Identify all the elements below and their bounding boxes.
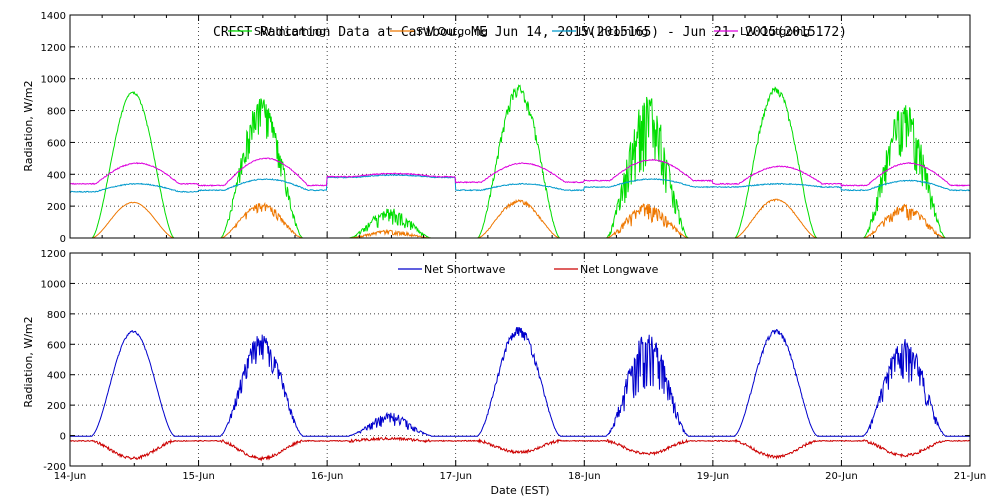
x-tick-label: 15-Jun xyxy=(182,471,215,482)
top-legend: SW Incoming SW Outgoing LW Incoming LW Outg… xyxy=(228,25,810,38)
legend-label: Net Shortwave xyxy=(424,263,506,276)
legend-label: SW Incoming xyxy=(254,25,326,38)
series-line-lw-outgoing xyxy=(70,157,971,188)
x-tick-label: 19-Jun xyxy=(697,471,730,482)
series-line-net-shortwave xyxy=(70,326,970,437)
y-tick-label: 1000 xyxy=(41,279,66,290)
y-tick-label: -200 xyxy=(43,462,66,473)
y-tick-label: 1200 xyxy=(41,43,66,54)
y-tick-label: 800 xyxy=(47,310,66,321)
x-tick-label: 20-Jun xyxy=(825,471,858,482)
bottom-panel: -200 0 200 400 600 800 1000 1200 14-Jun 15-Jun 16… xyxy=(22,249,986,497)
y-tick-label: 0 xyxy=(60,234,66,245)
bottom-x-ticks: 14-Jun 15-Jun 16-Jun 17-Jun 18-Jun 19-Jun 20-J… xyxy=(54,253,987,482)
y-tick-label: 400 xyxy=(47,170,66,181)
top-y-ticks: 0 200 400 600 800 1000 1200 1400 xyxy=(41,11,970,245)
top-panel: 0 200 400 600 800 1000 1200 1400 CREST Radiatio… xyxy=(22,11,971,245)
x-tick-label: 18-Jun xyxy=(568,471,601,482)
top-x-ticks xyxy=(69,15,971,238)
series-line-lw-incoming xyxy=(69,173,971,194)
legend-label: LW Outgoing xyxy=(740,25,810,38)
top-y-axis-label: Radiation, W/m2 xyxy=(22,80,35,171)
bottom-legend: Net Shortwave Net Longwave xyxy=(398,263,659,276)
legend-label: SW Outgoing xyxy=(416,25,488,38)
legend-label: LW Incoming xyxy=(578,25,648,38)
bottom-series-layer xyxy=(69,326,970,462)
y-tick-label: 1400 xyxy=(41,11,66,22)
series-line-net-longwave xyxy=(69,436,970,462)
chart-title: CREST Radiation Data at Caribou, ME Jun … xyxy=(213,25,847,40)
x-axis-label: Date (EST) xyxy=(490,484,549,497)
y-tick-label: 200 xyxy=(47,202,66,213)
y-tick-label: 800 xyxy=(47,107,66,118)
x-tick-label: 16-Jun xyxy=(311,471,344,482)
y-tick-label: 1000 xyxy=(41,75,66,86)
y-tick-label: 600 xyxy=(47,340,66,351)
legend-label: Net Longwave xyxy=(580,263,659,276)
y-tick-label: 1200 xyxy=(41,249,66,260)
y-tick-label: 0 xyxy=(60,432,66,443)
x-tick-label: 14-Jun xyxy=(54,471,87,482)
y-tick-label: 200 xyxy=(47,401,66,412)
y-tick-label: 400 xyxy=(47,371,66,382)
x-tick-label: 21-Jun xyxy=(954,471,987,482)
bottom-y-ticks: -200 0 200 400 600 800 1000 1200 xyxy=(41,249,970,473)
bottom-y-axis-label: Radiation, W/m2 xyxy=(22,316,35,407)
x-tick-label: 17-Jun xyxy=(439,471,472,482)
y-tick-label: 600 xyxy=(47,138,66,149)
